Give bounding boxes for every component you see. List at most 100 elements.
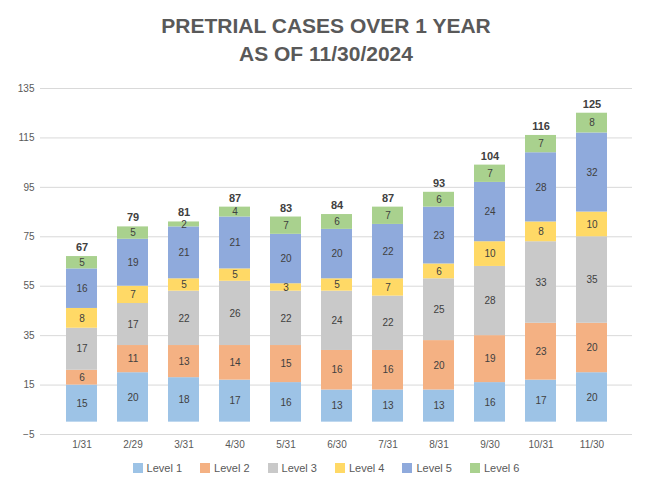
svg-text:17: 17 bbox=[229, 395, 241, 406]
svg-text:8: 8 bbox=[79, 313, 85, 324]
svg-text:32: 32 bbox=[586, 167, 598, 178]
svg-text:6/30: 6/30 bbox=[327, 439, 347, 450]
svg-text:13: 13 bbox=[178, 356, 190, 367]
svg-text:−5: −5 bbox=[23, 429, 35, 440]
svg-text:7: 7 bbox=[385, 210, 391, 221]
svg-text:3: 3 bbox=[283, 282, 289, 293]
svg-text:7: 7 bbox=[385, 282, 391, 293]
svg-text:20: 20 bbox=[586, 392, 598, 403]
svg-text:35: 35 bbox=[586, 274, 598, 285]
svg-text:5: 5 bbox=[130, 227, 136, 238]
svg-text:22: 22 bbox=[178, 313, 190, 324]
svg-text:17: 17 bbox=[76, 343, 88, 354]
svg-text:81: 81 bbox=[178, 206, 190, 218]
svg-text:15: 15 bbox=[76, 398, 88, 409]
svg-text:16: 16 bbox=[484, 397, 496, 408]
svg-text:17: 17 bbox=[127, 319, 139, 330]
svg-text:18: 18 bbox=[178, 394, 190, 405]
svg-text:21: 21 bbox=[178, 247, 190, 258]
svg-text:6: 6 bbox=[436, 266, 442, 277]
svg-text:19: 19 bbox=[127, 257, 139, 268]
svg-text:20: 20 bbox=[433, 360, 445, 371]
svg-text:116: 116 bbox=[532, 120, 550, 132]
svg-text:8: 8 bbox=[589, 117, 595, 128]
svg-text:24: 24 bbox=[484, 206, 496, 217]
svg-text:21: 21 bbox=[229, 237, 241, 248]
svg-text:75: 75 bbox=[23, 231, 35, 242]
svg-text:115: 115 bbox=[19, 132, 35, 143]
svg-text:10/31: 10/31 bbox=[528, 439, 553, 450]
svg-text:125: 125 bbox=[583, 98, 601, 110]
svg-text:7: 7 bbox=[487, 168, 493, 179]
svg-text:23: 23 bbox=[535, 346, 547, 357]
svg-text:13: 13 bbox=[382, 400, 394, 411]
svg-text:16: 16 bbox=[382, 364, 394, 375]
svg-text:10: 10 bbox=[586, 219, 598, 230]
svg-text:5/31: 5/31 bbox=[276, 439, 296, 450]
svg-text:22: 22 bbox=[382, 317, 394, 328]
svg-text:104: 104 bbox=[481, 150, 500, 162]
svg-text:20: 20 bbox=[127, 392, 139, 403]
svg-text:23: 23 bbox=[433, 230, 445, 241]
html-text:Level 1: Level 1 bbox=[146, 462, 182, 474]
svg-text:2/29: 2/29 bbox=[123, 439, 143, 450]
svg-text:16: 16 bbox=[280, 397, 292, 408]
svg-text:3/31: 3/31 bbox=[174, 439, 194, 450]
svg-text:8: 8 bbox=[538, 226, 544, 237]
svg-text:4: 4 bbox=[232, 206, 238, 217]
svg-text:16: 16 bbox=[331, 364, 343, 375]
svg-text:1/31: 1/31 bbox=[72, 439, 92, 450]
svg-text:13: 13 bbox=[433, 400, 445, 411]
svg-text:20: 20 bbox=[331, 248, 343, 259]
svg-text:6: 6 bbox=[334, 216, 340, 227]
svg-text:17: 17 bbox=[535, 395, 547, 406]
svg-text:16: 16 bbox=[76, 283, 88, 294]
svg-text:15: 15 bbox=[280, 358, 292, 369]
svg-text:87: 87 bbox=[229, 192, 241, 204]
svg-text:95: 95 bbox=[23, 182, 35, 193]
svg-text:13: 13 bbox=[331, 400, 343, 411]
svg-text:55: 55 bbox=[23, 280, 35, 291]
svg-text:26: 26 bbox=[229, 308, 241, 319]
svg-text:83: 83 bbox=[280, 202, 292, 214]
svg-text:14: 14 bbox=[229, 357, 241, 368]
svg-text:67: 67 bbox=[76, 241, 88, 253]
svg-text:22: 22 bbox=[280, 313, 292, 324]
svg-text:7/31: 7/31 bbox=[378, 439, 398, 450]
svg-text:35: 35 bbox=[23, 330, 35, 341]
svg-text:7: 7 bbox=[538, 138, 544, 149]
svg-text:6: 6 bbox=[79, 372, 85, 383]
svg-text:84: 84 bbox=[331, 199, 344, 211]
svg-text:4/30: 4/30 bbox=[225, 439, 245, 450]
svg-text:5: 5 bbox=[79, 257, 85, 268]
html-text:PRETRIAL CASES OVER 1 YEAR: PRETRIAL CASES OVER 1 YEAR bbox=[161, 14, 491, 37]
svg-text:10: 10 bbox=[484, 248, 496, 259]
svg-text:5: 5 bbox=[181, 279, 187, 290]
svg-text:7: 7 bbox=[283, 220, 289, 231]
svg-text:28: 28 bbox=[535, 182, 547, 193]
svg-text:19: 19 bbox=[484, 353, 496, 364]
svg-text:9/30: 9/30 bbox=[480, 439, 500, 450]
svg-text:135: 135 bbox=[18, 83, 35, 94]
svg-text:93: 93 bbox=[433, 177, 445, 189]
svg-text:15: 15 bbox=[23, 379, 35, 390]
svg-text:87: 87 bbox=[382, 192, 394, 204]
svg-text:6: 6 bbox=[436, 194, 442, 205]
svg-text:5: 5 bbox=[334, 279, 340, 290]
svg-text:2: 2 bbox=[181, 219, 187, 230]
svg-text:22: 22 bbox=[382, 246, 394, 257]
svg-text:33: 33 bbox=[535, 277, 547, 288]
svg-text:11: 11 bbox=[128, 353, 139, 364]
svg-text:25: 25 bbox=[433, 304, 445, 315]
svg-text:5: 5 bbox=[232, 269, 238, 280]
svg-text:20: 20 bbox=[586, 342, 598, 353]
svg-text:20: 20 bbox=[280, 253, 292, 264]
svg-text:11/30: 11/30 bbox=[580, 439, 605, 450]
html-text:Level 2: Level 2 bbox=[214, 462, 250, 474]
svg-text:7: 7 bbox=[130, 289, 136, 300]
svg-text:24: 24 bbox=[331, 315, 343, 326]
svg-text:8/31: 8/31 bbox=[429, 439, 449, 450]
svg-text:28: 28 bbox=[484, 295, 496, 306]
html-text:AS OF 11/30/2024: AS OF 11/30/2024 bbox=[239, 42, 413, 65]
svg-text:79: 79 bbox=[127, 211, 139, 223]
